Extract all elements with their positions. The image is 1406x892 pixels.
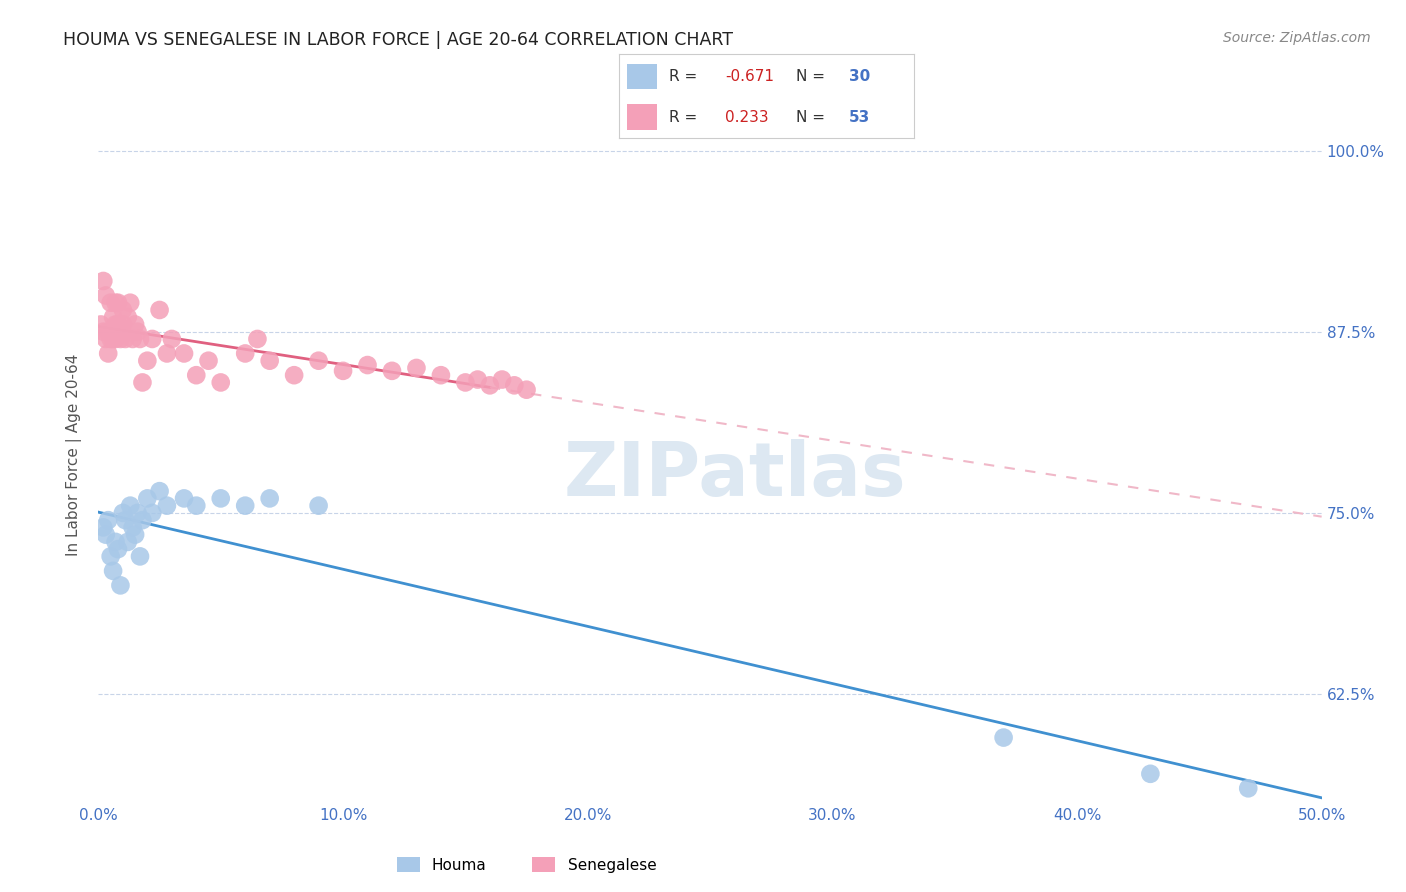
Point xyxy=(1237,781,1260,796)
Point xyxy=(308,499,330,513)
Point xyxy=(173,346,195,360)
Text: 53: 53 xyxy=(849,110,870,125)
Point xyxy=(405,361,427,376)
Point xyxy=(121,332,143,346)
Point xyxy=(149,303,172,318)
Point xyxy=(156,346,179,360)
Point xyxy=(111,303,134,318)
Point xyxy=(186,499,208,513)
Point xyxy=(430,368,453,383)
Point xyxy=(993,731,1015,745)
Point xyxy=(136,353,159,368)
Point xyxy=(356,358,378,372)
Point xyxy=(503,378,526,392)
Bar xyxy=(627,63,657,89)
Point xyxy=(141,506,163,520)
Point xyxy=(141,332,163,346)
Text: R =: R = xyxy=(669,69,702,84)
Point xyxy=(160,332,183,346)
Point xyxy=(104,535,127,549)
Point xyxy=(111,318,134,332)
Point xyxy=(209,491,232,506)
Point xyxy=(110,578,132,592)
Point xyxy=(209,376,232,390)
Legend: Houma, Senegalese: Houma, Senegalese xyxy=(391,850,662,879)
Point xyxy=(246,332,269,346)
Point xyxy=(233,499,256,513)
Bar xyxy=(627,104,657,130)
Point xyxy=(515,383,537,397)
Point xyxy=(100,295,122,310)
Point xyxy=(127,506,149,520)
Point xyxy=(124,527,146,541)
Point xyxy=(104,318,127,332)
Point xyxy=(197,353,219,368)
Point xyxy=(107,318,129,332)
Point xyxy=(97,346,120,360)
Point xyxy=(104,332,127,346)
Point xyxy=(117,310,139,325)
Point xyxy=(97,513,120,527)
Text: 0.233: 0.233 xyxy=(725,110,769,125)
Point xyxy=(308,353,330,368)
Point xyxy=(478,378,501,392)
Point xyxy=(101,310,124,325)
Text: HOUMA VS SENEGALESE IN LABOR FORCE | AGE 20-64 CORRELATION CHART: HOUMA VS SENEGALESE IN LABOR FORCE | AGE… xyxy=(63,31,734,49)
Point xyxy=(149,484,172,499)
Text: N =: N = xyxy=(796,110,830,125)
Point xyxy=(467,373,489,387)
Point xyxy=(114,513,136,527)
Text: R =: R = xyxy=(669,110,707,125)
Point xyxy=(107,542,129,557)
Point xyxy=(186,368,208,383)
Point xyxy=(120,295,142,310)
Point xyxy=(1139,767,1161,781)
Point xyxy=(90,318,112,332)
Point xyxy=(100,549,122,564)
Point xyxy=(117,535,139,549)
Text: 30: 30 xyxy=(849,69,870,84)
Point xyxy=(259,491,281,506)
Point xyxy=(120,499,142,513)
Point xyxy=(104,295,127,310)
Point xyxy=(101,564,124,578)
Point xyxy=(283,368,305,383)
Point xyxy=(131,513,153,527)
Point xyxy=(173,491,195,506)
Point xyxy=(91,325,114,339)
Point xyxy=(233,346,256,360)
Y-axis label: In Labor Force | Age 20-64: In Labor Force | Age 20-64 xyxy=(66,354,83,556)
Point xyxy=(381,364,404,378)
Text: Source: ZipAtlas.com: Source: ZipAtlas.com xyxy=(1223,31,1371,45)
Point xyxy=(129,549,152,564)
Point xyxy=(97,325,120,339)
Point xyxy=(121,520,143,534)
Point xyxy=(94,288,117,302)
Point xyxy=(111,506,134,520)
Point xyxy=(91,274,114,288)
Point xyxy=(100,332,122,346)
Point xyxy=(131,376,153,390)
Text: -0.671: -0.671 xyxy=(725,69,773,84)
Point xyxy=(332,364,354,378)
Point xyxy=(94,527,117,541)
Point xyxy=(124,318,146,332)
Point xyxy=(136,491,159,506)
Point xyxy=(110,325,132,339)
Point xyxy=(156,499,179,513)
Point xyxy=(491,373,513,387)
Point xyxy=(127,325,149,339)
Point xyxy=(101,332,124,346)
Point xyxy=(114,332,136,346)
Point xyxy=(259,353,281,368)
Text: N =: N = xyxy=(796,69,830,84)
Point xyxy=(91,520,114,534)
Point xyxy=(107,295,129,310)
Point xyxy=(454,376,477,390)
Text: ZIPatlas: ZIPatlas xyxy=(564,439,905,512)
Point xyxy=(94,332,117,346)
Point xyxy=(129,332,152,346)
Point xyxy=(110,332,132,346)
